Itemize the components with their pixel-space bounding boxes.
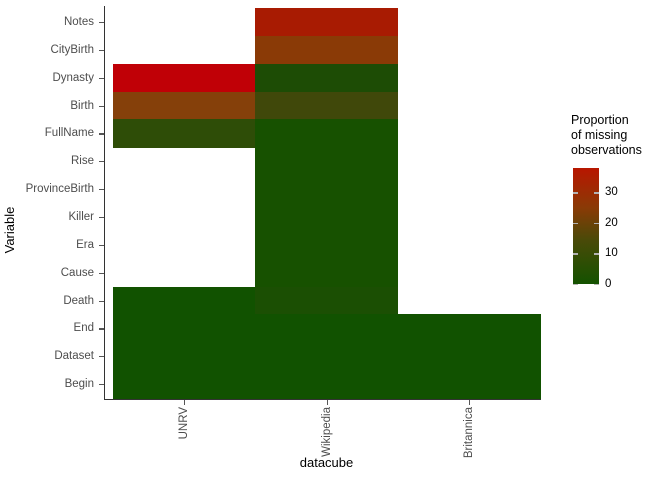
heatmap-cell (113, 342, 256, 371)
heatmap-cell (255, 286, 399, 316)
y-tick-label-birth: Birth (70, 99, 94, 112)
y-tick-label-death: Death (63, 294, 94, 307)
y-tick-label-notes: Notes (63, 15, 94, 28)
heatmap-cell (255, 370, 399, 399)
y-tick-mark (99, 49, 104, 51)
x-tick-label-britannica: Britannica (462, 407, 475, 459)
legend-tick-mark (594, 284, 599, 286)
x-tick-mark (468, 400, 471, 405)
y-tick-label-citybirth: CityBirth (50, 43, 94, 56)
y-tick-mark (99, 161, 104, 163)
heatmap-cell (255, 119, 399, 148)
y-tick-label-provincebirth: ProvinceBirth (25, 183, 94, 196)
y-tick-mark (99, 356, 104, 358)
x-tick-label-wikipedia: Wikipedia (320, 407, 333, 457)
legend-tick-mark (594, 192, 599, 194)
y-tick-mark (99, 105, 104, 107)
heatmap-cell (255, 258, 399, 288)
heatmap-cell (113, 63, 256, 93)
heatmap-cell (397, 370, 541, 399)
y-tick-label-begin: Begin (64, 378, 94, 391)
y-tick-mark (99, 272, 104, 274)
legend-value-20: 20 (605, 216, 618, 229)
heatmap-panel (113, 8, 541, 399)
legend-tick-mark (594, 253, 599, 255)
legend-tick-mark (573, 192, 578, 194)
heatmap-cell (113, 119, 256, 148)
heatmap-cell (113, 91, 256, 121)
x-axis-line (104, 399, 541, 401)
y-axis-line (104, 6, 106, 400)
heatmap-cell (255, 342, 399, 371)
heatmap-cell (255, 230, 399, 260)
legend-tick-mark (594, 222, 599, 225)
heatmap-cell (113, 286, 256, 316)
legend-colorbar (573, 168, 599, 286)
y-tick-label-killer: Killer (68, 210, 94, 223)
legend-title: Proportion of missing observations (571, 113, 642, 157)
y-tick-label-end: End (73, 322, 94, 335)
heatmap-cell (255, 63, 399, 93)
legend-value-0: 0 (605, 278, 612, 290)
x-tick-label-unrv: UNRV (178, 407, 191, 440)
y-tick-label-era: Era (76, 238, 94, 251)
heatmap-cell (397, 314, 541, 343)
y-tick-mark (99, 328, 104, 330)
y-tick-label-fullname: FullName (44, 127, 94, 140)
y-tick-label-dataset: Dataset (54, 350, 94, 363)
heatmap-cell (255, 8, 399, 37)
heatmap-cell (113, 370, 256, 399)
heatmap-cell (255, 147, 399, 176)
heatmap-cell (255, 91, 399, 121)
y-tick-mark (99, 384, 104, 386)
y-tick-mark (99, 189, 104, 191)
legend-tick-mark (573, 253, 578, 255)
legend-tick-mark (573, 222, 578, 225)
heatmap-cell (255, 203, 399, 232)
x-axis-title-label: datacube (299, 455, 354, 470)
y-axis-title: Variable (2, 50, 17, 254)
legend-value-30: 30 (605, 186, 618, 199)
y-tick-label-cause: Cause (60, 266, 94, 279)
legend-gradient (573, 168, 599, 284)
legend-tick-mark (573, 284, 578, 286)
y-axis-title-label: Variable (2, 206, 17, 254)
heatmap-cell (255, 35, 399, 65)
heatmap-cell (113, 314, 256, 343)
y-tick-mark (99, 300, 104, 302)
heatmap-cell (397, 342, 541, 371)
y-tick-mark (99, 244, 104, 246)
y-tick-mark (99, 21, 104, 24)
legend: Proportion of missing observations (571, 113, 672, 158)
y-tick-label-dynasty: Dynasty (52, 71, 94, 84)
heatmap-cell (255, 175, 399, 204)
y-tick-mark (99, 216, 104, 219)
x-axis-title: datacube (113, 455, 540, 470)
y-tick-mark (99, 77, 104, 79)
y-tick-mark (99, 133, 104, 135)
y-tick-label-rise: Rise (70, 155, 94, 168)
x-tick-mark (184, 400, 186, 405)
x-tick-mark (326, 400, 328, 405)
legend-value-10: 10 (605, 247, 618, 260)
heatmap-cell (255, 314, 399, 343)
